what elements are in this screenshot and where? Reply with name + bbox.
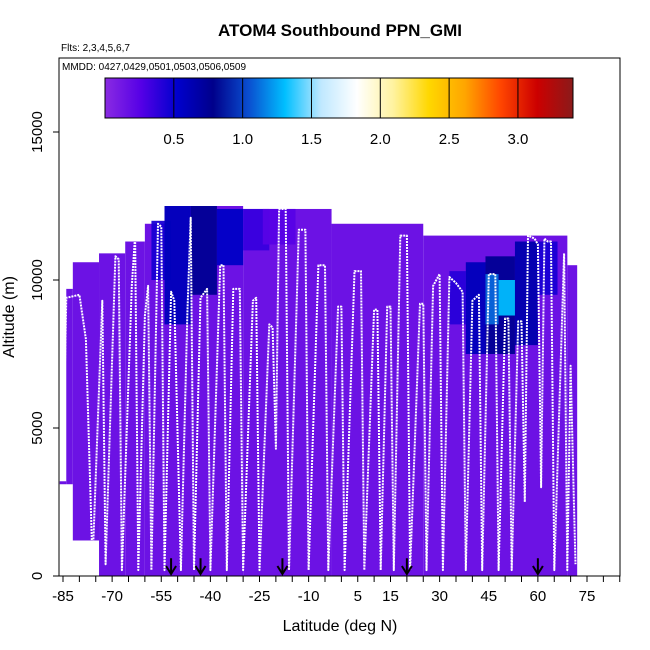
colorbar bbox=[104, 77, 574, 119]
heatmap-cell bbox=[498, 280, 515, 316]
heatmap-column bbox=[331, 223, 424, 576]
subtitle-flights: Flts: 2,3,4,5,6,7 bbox=[61, 43, 130, 54]
x-tick-label: 45 bbox=[480, 588, 497, 605]
arrow-marker-head bbox=[194, 565, 207, 576]
x-tick-label: -55 bbox=[150, 588, 172, 605]
flight-track-layer bbox=[62, 208, 577, 572]
arrow-marker-head bbox=[401, 565, 413, 576]
heatmap-column bbox=[59, 481, 67, 485]
x-tick-label: 30 bbox=[431, 588, 448, 605]
x-tick-label: -40 bbox=[200, 588, 222, 605]
colorbar-tick-label: 2.0 bbox=[370, 131, 391, 148]
subtitle-dates: MMDD: 0427,0429,0501,0503,0506,0509 bbox=[62, 62, 246, 73]
x-tick-label: 15 bbox=[382, 588, 399, 605]
plot-frame bbox=[58, 57, 621, 577]
x-tick-label: 60 bbox=[530, 588, 547, 605]
x-tick-label: -25 bbox=[249, 588, 271, 605]
x-tick-label: -10 bbox=[298, 588, 320, 605]
heatmap-cell bbox=[465, 262, 486, 354]
colorbar-tick-label: 1.5 bbox=[301, 131, 322, 148]
x-tick-label: -70 bbox=[101, 588, 123, 605]
x-tick-label: -85 bbox=[52, 588, 74, 605]
flight-track-line bbox=[62, 208, 577, 572]
heatmap-cell bbox=[537, 241, 558, 295]
y-axis-label: Altitude (m) bbox=[1, 276, 18, 358]
colorbar-tick-label: 2.5 bbox=[439, 131, 460, 148]
colorbar-tick-label: 1.0 bbox=[232, 131, 253, 148]
y-tick-label: 10000 bbox=[29, 259, 46, 301]
chart-title: ATOM4 Southbound PPN_GMI bbox=[218, 21, 462, 40]
heatmap-cell bbox=[216, 208, 244, 266]
arrow-marker-head bbox=[532, 565, 544, 576]
x-axis: -85 -70 -55 -40 -25 -10 5 15 30 45 60 75 bbox=[52, 576, 621, 605]
x-axis-label: Latitude (deg N) bbox=[283, 618, 398, 635]
arrow-marker-head bbox=[276, 565, 289, 576]
y-axis: 0 5000 10000 15000 bbox=[29, 111, 59, 580]
arrow-marker-head bbox=[165, 565, 177, 576]
colorbar-tick-label: 0.5 bbox=[163, 131, 184, 148]
x-tick-label: 75 bbox=[579, 588, 596, 605]
heatmap-cell bbox=[449, 271, 466, 325]
arrow-markers bbox=[165, 558, 544, 576]
colorbar-ticks: 0.5 1.0 1.5 2.0 2.5 3.0 bbox=[163, 78, 528, 148]
y-tick-label: 0 bbox=[29, 572, 46, 580]
y-tick-label: 15000 bbox=[29, 111, 46, 153]
heatmap-cell bbox=[164, 206, 191, 325]
x-tick-label: 5 bbox=[354, 588, 362, 605]
y-tick-label: 5000 bbox=[29, 411, 46, 444]
colorbar-tick-label: 3.0 bbox=[508, 131, 529, 148]
heatmap-column bbox=[66, 288, 73, 485]
heatmap-cell bbox=[190, 206, 217, 295]
